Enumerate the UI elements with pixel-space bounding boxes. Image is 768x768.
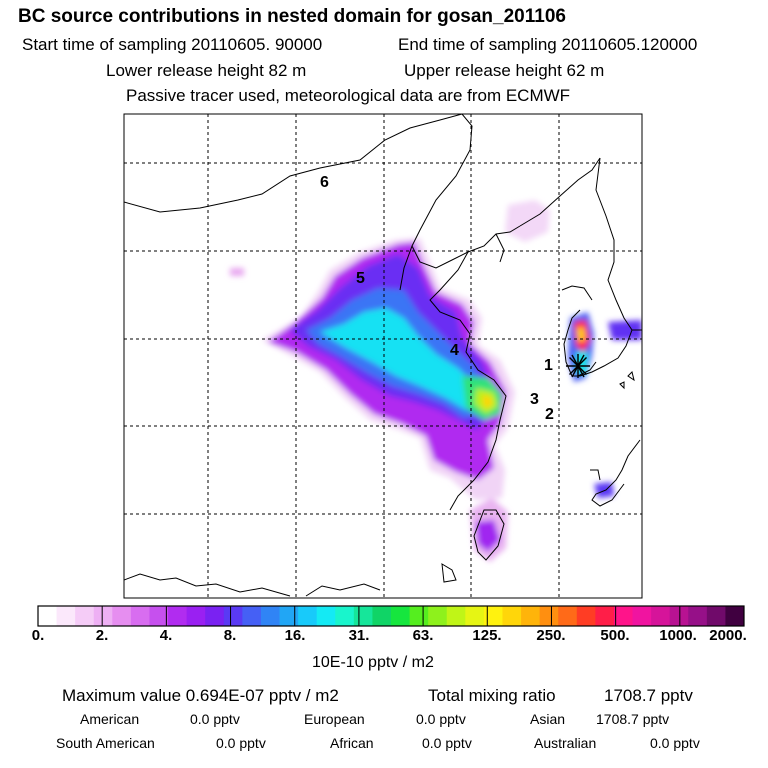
- lower-release-height-label: Lower release height 82 m: [106, 61, 307, 80]
- color-swatch: [391, 606, 410, 626]
- color-swatch: [483, 606, 503, 626]
- start-time-label: Start time of sampling 20110605. 90000: [22, 35, 323, 54]
- color-swatch: [112, 606, 132, 626]
- color-swatch: [539, 606, 559, 626]
- australian-value: 0.0 pptv: [650, 735, 700, 751]
- color-swatch: [130, 606, 150, 626]
- color-scale-bar: [38, 606, 745, 626]
- total-mixing-ratio-label: Total mixing ratio: [428, 686, 556, 705]
- color-swatch: [93, 606, 113, 626]
- color-swatch: [558, 606, 578, 626]
- lat-lon-grid: [124, 114, 642, 598]
- region-label-2: 2: [545, 406, 554, 423]
- color-tick: 2000.: [709, 627, 747, 644]
- asian-label: Asian: [530, 711, 566, 727]
- tracer-note-label: Passive tracer used, meteorological data…: [126, 86, 571, 105]
- color-swatch: [260, 606, 280, 626]
- color-swatch: [223, 606, 243, 626]
- european-value: 0.0 pptv: [416, 711, 466, 727]
- concentration-field: [230, 200, 642, 562]
- color-tick: 2.: [95, 627, 109, 644]
- color-swatch: [502, 606, 522, 626]
- color-tick: 4.: [159, 627, 173, 644]
- color-tick: 500.: [600, 627, 630, 644]
- region-label-4: 4: [450, 342, 459, 359]
- african-label: African: [330, 735, 374, 751]
- coastline-borders: [124, 114, 642, 597]
- american-label: American: [80, 711, 140, 727]
- color-swatch: [446, 606, 466, 626]
- european-label: European: [304, 711, 365, 727]
- color-swatch: [632, 606, 652, 626]
- color-swatch: [75, 606, 95, 626]
- color-swatch: [186, 606, 206, 626]
- color-swatch: [521, 606, 541, 626]
- color-tick: 63.: [412, 627, 434, 644]
- asian-value: 1708.7 pptv: [596, 711, 670, 727]
- color-swatch: [353, 606, 373, 626]
- color-swatch: [149, 606, 169, 626]
- upper-release-height-label: Upper release height 62 m: [404, 61, 605, 80]
- color-swatch: [428, 606, 448, 626]
- australian-label: Australian: [534, 735, 597, 751]
- color-scale-unit: 10E-10 pptv / m2: [312, 654, 434, 671]
- total-mixing-ratio-value: 1708.7 pptv: [604, 686, 693, 705]
- asterisk-marker-icon: [566, 354, 590, 378]
- plot-title: BC source contributions in nested domain…: [18, 6, 566, 27]
- african-value: 0.0 pptv: [422, 735, 472, 751]
- color-swatch: [372, 606, 392, 626]
- color-swatch: [316, 606, 336, 626]
- color-swatch: [279, 606, 299, 626]
- maximum-value-label: Maximum value 0.694E-07 pptv / m2: [62, 686, 339, 705]
- color-swatch: [205, 606, 225, 626]
- color-swatch: [465, 606, 485, 626]
- color-swatch: [298, 606, 318, 626]
- color-swatch: [576, 606, 596, 626]
- color-swatch: [168, 606, 188, 626]
- color-swatch: [409, 606, 429, 626]
- region-label-6: 6: [320, 174, 329, 191]
- end-time-label: End time of sampling 20110605.120000: [398, 35, 698, 54]
- color-swatch: [38, 606, 57, 626]
- american-value: 0.0 pptv: [190, 711, 240, 727]
- color-swatch: [669, 606, 689, 626]
- color-tick: 1000.: [659, 627, 697, 644]
- color-swatch: [56, 606, 76, 626]
- color-swatch: [335, 606, 355, 626]
- color-swatch: [725, 606, 745, 626]
- region-label-1: 1: [544, 357, 553, 374]
- region-label-5: 5: [356, 270, 365, 287]
- color-tick: 31.: [348, 627, 370, 644]
- color-tick: 0.: [31, 627, 45, 644]
- color-swatch: [651, 606, 671, 626]
- color-tick: 16.: [284, 627, 306, 644]
- color-swatch: [706, 606, 726, 626]
- color-tick: 8.: [223, 627, 237, 644]
- color-swatch: [595, 606, 615, 626]
- color-tick: 250.: [536, 627, 566, 644]
- color-scale-frame: [37, 605, 745, 627]
- color-swatch: [242, 606, 262, 626]
- south-american-label: South American: [56, 735, 155, 751]
- color-tick: 125.: [472, 627, 502, 644]
- region-label-3: 3: [530, 391, 539, 408]
- color-swatch: [688, 606, 708, 626]
- map-frame: [123, 113, 643, 599]
- color-swatch: [613, 606, 633, 626]
- south-american-value: 0.0 pptv: [216, 735, 266, 751]
